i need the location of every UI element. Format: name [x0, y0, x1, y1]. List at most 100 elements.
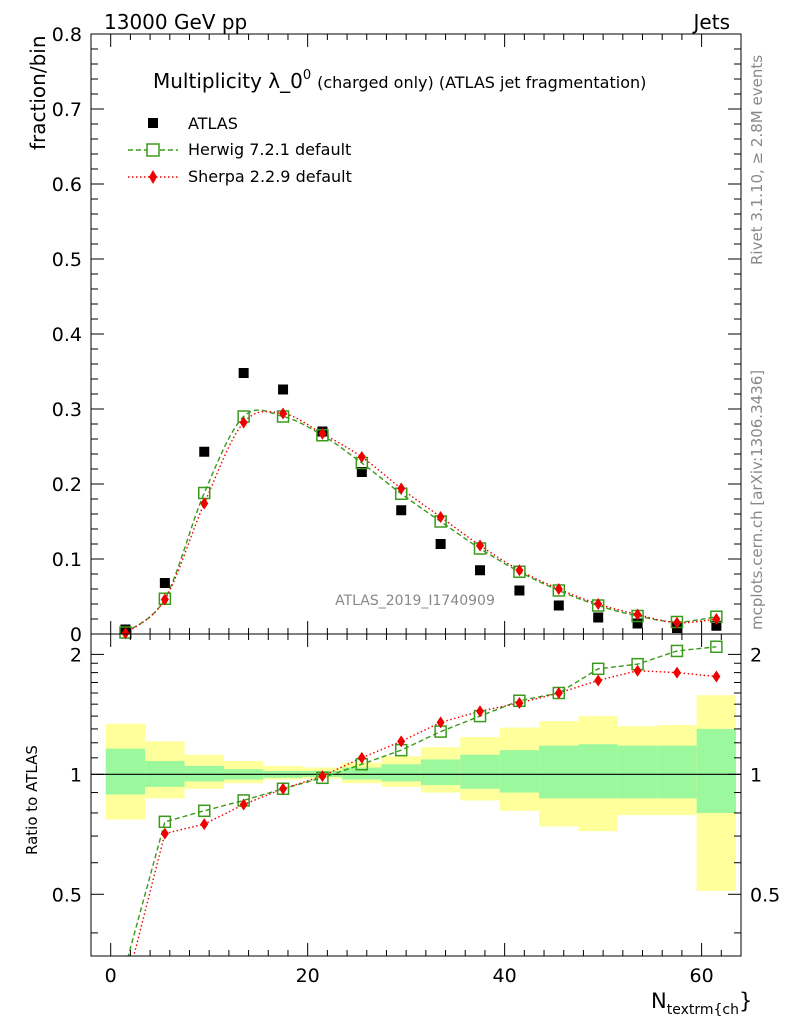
ratio-herwig-point [120, 961, 131, 972]
atlas-point [632, 618, 643, 629]
sherpa-point [594, 598, 603, 610]
ratio-band-inner [499, 750, 540, 793]
ratio-ytick-label-right: 1 [750, 764, 762, 786]
herwig-point [198, 486, 211, 500]
ratio-sherpa-point [476, 705, 485, 718]
legend-label-atlas: ATLAS [188, 114, 238, 133]
sherpa-point [200, 497, 209, 510]
mcplots-label: mcplots.cern.ch [arXiv:1306.3436] [748, 370, 766, 630]
ratio-band-inner [342, 767, 382, 780]
ratio-band-inner [105, 748, 146, 795]
header-right: Jets [692, 10, 730, 34]
ratio-band-inner [381, 764, 421, 782]
ratio-sherpa-point [436, 716, 445, 729]
plot-title-main: Multiplicity λ_0 [153, 69, 303, 93]
ratio-xlabel: Ntextrm{ch} [651, 989, 752, 1018]
sherpa-point [633, 608, 642, 621]
analysis-watermark: ATLAS_2019_I1740909 [335, 593, 495, 609]
header-left: 13000 GeV pp [104, 10, 247, 34]
atlas-point [159, 578, 170, 588]
atlas-point [278, 384, 289, 395]
ratio-band-inner [460, 754, 500, 789]
ratio-herwig-point [158, 815, 172, 829]
sherpa-point [672, 616, 681, 629]
atlas-point [435, 539, 446, 549]
legend-marker-herwig [146, 143, 160, 157]
ratio-sherpa-point [633, 664, 642, 677]
ratio-ytick-label: 0.5 [52, 884, 82, 906]
rivet-label: Rivet 3.1.10, ≥ 2.8M events [748, 55, 766, 265]
main-ytick-label: 0.2 [52, 474, 82, 496]
ratio-sherpa-point [397, 735, 406, 748]
ratio-xtick-label: 0 [105, 965, 117, 987]
main-ytick-label: 0.6 [52, 174, 82, 196]
main-panel: ATLAS_2019_I1740909 0 0.1 0.2 0.3 0.4 0.5 0.6 0… [26, 24, 742, 646]
ratio-ytick-label: 2 [70, 644, 82, 666]
plot-title-sup: 0 [303, 68, 311, 83]
main-ylabel: fraction/bin [26, 36, 50, 151]
ratio-band-inner [696, 728, 737, 813]
atlas-point [475, 565, 486, 576]
ratio-ytick-label-right: 0.5 [750, 884, 780, 906]
sherpa-point [279, 407, 288, 420]
ratio-herwig-line [127, 646, 717, 956]
ratio-sherpa-point [160, 827, 169, 840]
ratio-herwig-point [710, 640, 723, 654]
atlas-point [514, 585, 525, 596]
atlas-point [199, 446, 210, 457]
main-ytick-label: 0.7 [52, 99, 82, 121]
sherpa-line [125, 410, 717, 634]
ratio-sherpa-point [239, 798, 248, 811]
ratio-herwig-point [670, 644, 684, 658]
legend-label-sherpa: Sherpa 2.2.9 default [188, 167, 352, 186]
atlas-point [553, 600, 564, 611]
sherpa-point [357, 451, 366, 463]
sherpa-point [515, 564, 524, 577]
plot-title: Multiplicity λ_00 (charged only) (ATLAS j… [153, 68, 646, 93]
plot-title-sub: (charged only) (ATLAS jet fragmentation) [317, 73, 646, 92]
legend: ATLAS Herwig 7.2.1 default Sherpa 2.2.9 … [128, 114, 352, 186]
ratio-ytick-label-right: 2 [750, 644, 762, 666]
ratio-ylabel: Ratio to ATLAS [23, 745, 41, 855]
legend-label-herwig: Herwig 7.2.1 default [188, 140, 351, 159]
ratio-xtick-label: 40 [493, 965, 517, 987]
ratio-sherpa-point [279, 782, 288, 795]
legend-marker-sherpa [149, 170, 157, 184]
main-ytick-label: 0.1 [52, 549, 82, 571]
ratio-sherpa-point [594, 674, 603, 687]
main-ytick-label: 0 [70, 624, 82, 646]
ratio-sherpa-point [357, 751, 366, 764]
atlas-point [593, 612, 604, 623]
ratio-sherpa-line [133, 669, 717, 956]
ratio-xtick-label: 60 [690, 965, 714, 987]
ratio-xlabel-sub: textrm{ch [667, 1002, 739, 1018]
sherpa-point [160, 593, 169, 606]
ratio-panel: 0.5 0.51 12 20 20 40 60 Ratio to ATLAS Ntextrm… [23, 633, 780, 1018]
sherpa-point [318, 427, 327, 440]
ratio-sherpa-point [318, 770, 327, 783]
ratio-band-inner [539, 745, 579, 799]
sherpa-point [239, 416, 248, 429]
legend-marker-atlas [148, 118, 158, 128]
sherpa-point [476, 539, 485, 552]
ratio-band-inner [184, 765, 224, 782]
sherpa-point [397, 482, 406, 495]
ratio-band-inner [617, 745, 658, 799]
ratio-xtick-label: 20 [296, 965, 320, 987]
ratio-sherpa-point [672, 666, 681, 679]
ratio-ytick-label: 1 [70, 764, 82, 786]
atlas-point [356, 467, 367, 477]
ratio-xlabel-main: N [651, 989, 667, 1013]
ratio-sherpa-point [121, 983, 129, 995]
sherpa-point [436, 511, 445, 523]
main-ytick-label: 0.5 [52, 249, 82, 271]
main-ytick-label: 0.8 [52, 24, 82, 46]
ratio-herwig-point [591, 662, 605, 676]
atlas-point [396, 505, 407, 516]
ratio-band-inner [657, 745, 697, 799]
sherpa-point [712, 613, 721, 625]
atlas-point [238, 368, 249, 378]
ratio-band-inner [578, 744, 618, 799]
sherpa-point [554, 583, 563, 595]
